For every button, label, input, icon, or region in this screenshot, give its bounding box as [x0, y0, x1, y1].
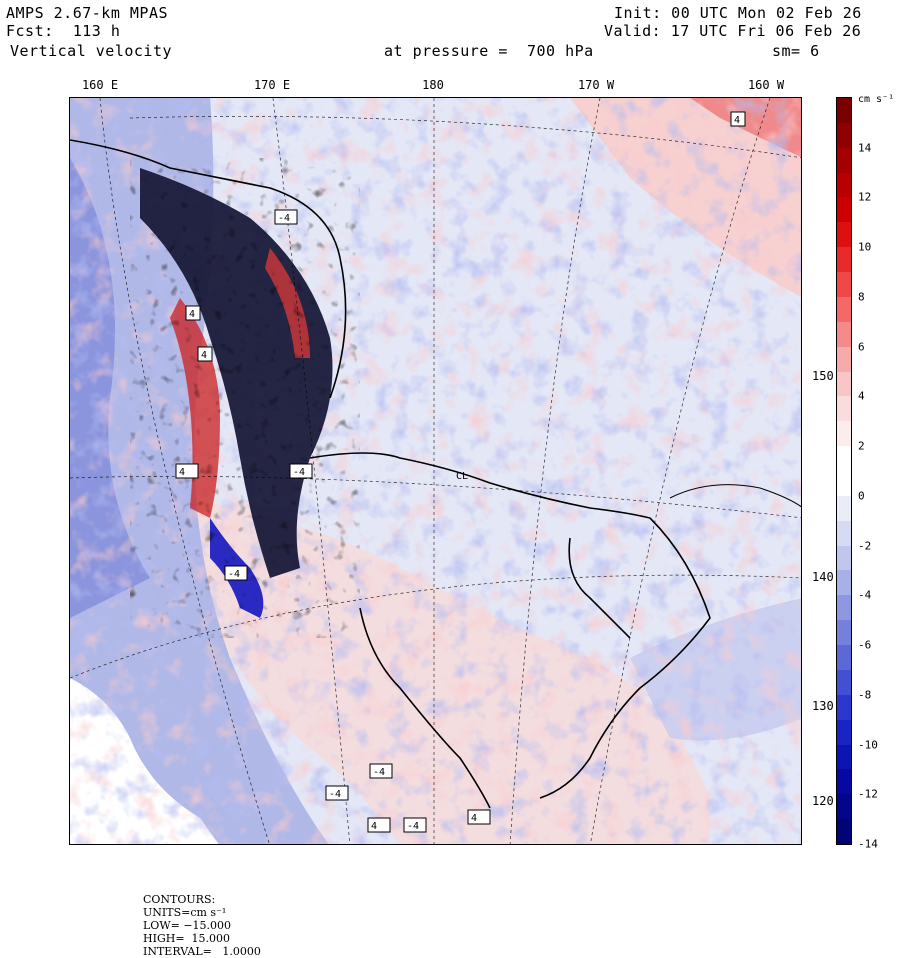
vertical-velocity-field: 4 -4 4 4 4 -4 -4 -4 -4 4 -4 4 CL — [70, 98, 801, 844]
colorbar-cell — [837, 719, 851, 746]
contour-label: 4 — [175, 463, 199, 479]
svg-text:4: 4 — [734, 115, 740, 126]
svg-text:-4: -4 — [329, 789, 341, 800]
colorbar-cell — [837, 471, 851, 497]
colorbar-cell — [837, 645, 851, 671]
footer-high: HIGH= 15.000 — [143, 932, 231, 945]
colorbar-cell — [837, 446, 851, 472]
forecast-hour: Fcst: 113 h — [6, 22, 121, 40]
footer-interval: INTERVAL= 1.0000 — [143, 945, 261, 958]
colorbar-cell — [837, 222, 851, 248]
footer-units: UNITS=cm s⁻¹ — [143, 906, 227, 919]
svg-text:-4: -4 — [278, 213, 290, 224]
colorbar-cell — [837, 197, 851, 223]
model-title: AMPS 2.67-km MPAS — [6, 4, 169, 22]
colorbar-tick-label: 12 — [858, 190, 872, 204]
svg-text:4: 4 — [371, 821, 377, 832]
colorbar-cell — [837, 769, 851, 795]
lon-label: 170 E — [253, 78, 291, 92]
lon-label: 160 E — [81, 78, 119, 92]
colorbar-tick-label: -4 — [858, 588, 872, 602]
colorbar-cell — [837, 570, 851, 596]
colorbar-cell — [837, 272, 851, 298]
svg-text:4: 4 — [471, 813, 477, 824]
colorbar-cell — [837, 520, 851, 547]
svg-text:-4: -4 — [407, 821, 419, 832]
colorbar-cell — [837, 346, 851, 373]
contour-label: -4 — [289, 463, 313, 479]
contour-label: 4 — [367, 817, 391, 833]
colorbar-cell — [837, 172, 851, 198]
colorbar-tick-label: 8 — [858, 290, 865, 304]
colorbar-cell — [837, 620, 851, 646]
colorbar-cell — [837, 495, 851, 522]
lon-label: 160 W — [747, 78, 785, 92]
svg-text:4: 4 — [189, 309, 195, 320]
colorbar-tick-label: 2 — [858, 439, 865, 453]
contour-label: -4 — [274, 209, 298, 225]
colorbar-cell — [837, 147, 851, 174]
contour-label: 4 — [467, 809, 491, 825]
colorbar-cell — [837, 819, 851, 845]
colorbar-tick-label: -12 — [858, 787, 878, 801]
contour-label: 4 — [730, 111, 746, 127]
lon-label: 180 — [422, 78, 444, 92]
footer-low: LOW= −15.000 — [143, 919, 232, 932]
colorbar-cell — [837, 321, 851, 348]
colorbar-cell — [837, 595, 851, 621]
colorbar-tick-label: -8 — [858, 688, 872, 702]
colorbar-tick-label: -10 — [858, 738, 878, 752]
colorbar-cell — [837, 247, 851, 273]
contour-label: 4 — [197, 346, 213, 362]
colorbar — [836, 97, 852, 845]
colorbar-cell — [837, 744, 851, 770]
svg-text:-4: -4 — [228, 569, 240, 580]
colorbar-cell — [837, 98, 851, 124]
colorbar-unit: cm s⁻¹ — [858, 94, 895, 105]
colorbar-cell — [837, 545, 851, 571]
contour-label: 4 — [185, 305, 201, 321]
svg-text:-4: -4 — [293, 467, 305, 478]
colorbar-cell — [837, 794, 851, 820]
colorbar-cell — [837, 669, 851, 696]
contour-info: CONTOURS: UNITS=cm s⁻¹ LOW= −15.000 HIGH… — [136, 880, 279, 958]
contour-label: -4 — [369, 763, 393, 779]
pressure-level: at pressure = 700 hPa — [384, 42, 594, 60]
smoothing: sm= 6 — [772, 42, 820, 60]
colorbar-cell — [837, 694, 851, 721]
colorbar-tick-label: 6 — [858, 340, 865, 354]
colorbar-cell — [837, 421, 851, 447]
colorbar-tick-label: 0 — [858, 489, 865, 503]
colorbar-cell — [837, 396, 851, 422]
colorbar-tick-label: -2 — [858, 539, 872, 553]
contour-label: -4 — [403, 817, 427, 833]
colorbar-tick-label: 4 — [858, 389, 865, 403]
colorbar-cell — [837, 371, 851, 397]
contour-label: -4 — [224, 565, 248, 581]
svg-text:CL: CL — [456, 471, 468, 482]
colorbar-tick-label: 10 — [858, 240, 872, 254]
colorbar-tick-label: -14 — [858, 837, 878, 851]
contour-label: -4 — [325, 785, 349, 801]
svg-text:4: 4 — [201, 350, 207, 361]
field-name: Vertical velocity — [10, 42, 173, 60]
colorbar-tick-label: -6 — [858, 638, 872, 652]
init-time: Init: 00 UTC Mon 02 Feb 26 — [614, 4, 862, 22]
lon-label: 170 W — [577, 78, 615, 92]
svg-text:-4: -4 — [373, 767, 385, 778]
svg-text:4: 4 — [179, 467, 185, 478]
colorbar-cell — [837, 122, 851, 149]
colorbar-cell — [837, 296, 851, 323]
map-panel: 4 -4 4 4 4 -4 -4 -4 -4 4 -4 4 CL — [69, 97, 802, 845]
contour-label: CL — [456, 471, 468, 482]
colorbar-tick-label: 14 — [858, 141, 872, 155]
valid-time: Valid: 17 UTC Fri 06 Feb 26 — [604, 22, 862, 40]
